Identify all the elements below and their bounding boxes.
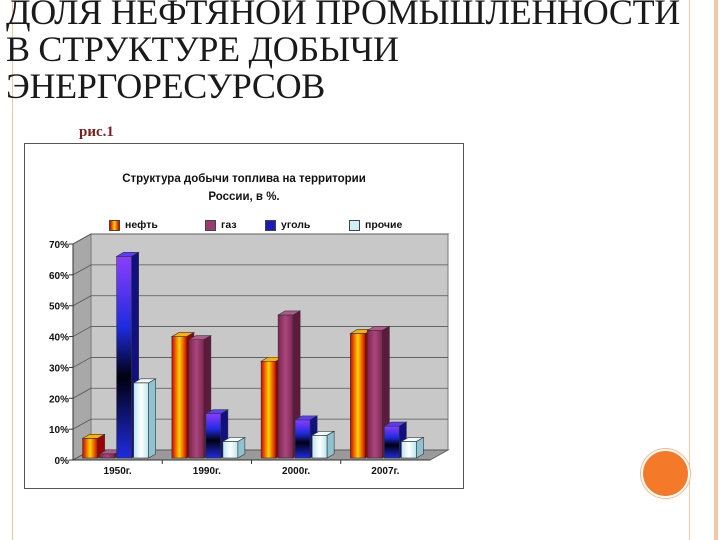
legend-item-other: прочие: [349, 219, 402, 231]
bar-oil-2: [171, 336, 188, 459]
legend-swatch-oil: [109, 219, 120, 231]
bar-coal-4: [384, 425, 400, 459]
y-tick-label: 40%: [49, 333, 69, 344]
legend-label-oil: нефть: [125, 219, 158, 231]
y-tick-label: 60%: [49, 271, 69, 282]
slide-title: ДОЛЯ НЕФТЯНОЙ ПРОМЫШЛЕННОСТИ В СТРУКТУРЕ…: [6, 0, 680, 106]
chart-side-wall: [72, 233, 92, 461]
gridline-side: [72, 357, 92, 368]
bar-other-3-side: [326, 430, 335, 459]
legend-label-coal: уголь: [281, 219, 311, 231]
legend-swatch-coal: [265, 219, 276, 231]
bar-coal-3: [294, 419, 311, 459]
x-tick-label: 2000г.: [282, 466, 310, 477]
legend-swatch-gas: [205, 219, 216, 231]
bar-other-1: [133, 382, 149, 459]
slide-right-inner-line: [689, 0, 690, 540]
legend-label-gas: газ: [221, 219, 237, 231]
bar-other-3: [311, 435, 328, 459]
bar-chart: 0% 10% 20% 30% 40% 50% 60% 70% 1950г. 1990г. 2000г…: [49, 233, 450, 477]
bar-other-4-side: [416, 436, 424, 459]
y-tick-label: 70%: [49, 240, 69, 251]
legend-swatch-other: [349, 219, 360, 231]
legend-item-oil: нефть: [109, 219, 158, 231]
bar-gas-3: [277, 314, 294, 459]
legend-item-gas: газ: [205, 219, 237, 231]
bar-oil-1: [82, 438, 98, 459]
bar-oil-3: [260, 360, 277, 459]
bar-coal-2: [205, 413, 222, 459]
slide-left-border: [0, 0, 13, 540]
orange-circle-decoration: [641, 449, 690, 498]
figure-label: рис.1: [79, 124, 114, 140]
y-tick-label: 50%: [49, 302, 69, 313]
bar-gas-4: [367, 330, 383, 459]
bar-other-4: [401, 441, 417, 459]
bar-gas-2: [188, 339, 205, 459]
bar-oil-4: [350, 333, 366, 459]
chart-title: Структура добычи топлива на территории Р…: [122, 173, 366, 203]
legend-item-coal: уголь: [265, 219, 310, 231]
legend-label-other: прочие: [365, 219, 403, 231]
bar-coal-1: [116, 256, 132, 459]
y-tick-label: 20%: [49, 394, 69, 405]
gridline-side: [72, 264, 92, 276]
bar-other-1-side: [148, 378, 156, 459]
gridline-side: [72, 387, 92, 399]
bar-gas-1: [99, 453, 115, 459]
x-tick-label: 2007г.: [371, 466, 399, 477]
bar-other-2: [222, 441, 239, 459]
gridline-side: [72, 418, 92, 430]
y-tick-label: 10%: [49, 425, 69, 436]
gridline-side: [72, 233, 92, 245]
chart-container: 0% 10% 20% 30% 40% 50% 60% 70% 1950г. 1990г. 2000г…: [24, 143, 464, 489]
y-tick-label: 0%: [55, 456, 70, 467]
gridline-side: [72, 295, 92, 307]
chart-legend: нефть газ уголь прочие: [109, 219, 439, 235]
x-tick-label: 1950г.: [104, 466, 132, 477]
x-tick-label: 1990г.: [193, 466, 221, 477]
gridline-side: [72, 326, 92, 337]
y-tick-label: 30%: [49, 363, 69, 374]
bar-other-2-side: [237, 436, 246, 459]
